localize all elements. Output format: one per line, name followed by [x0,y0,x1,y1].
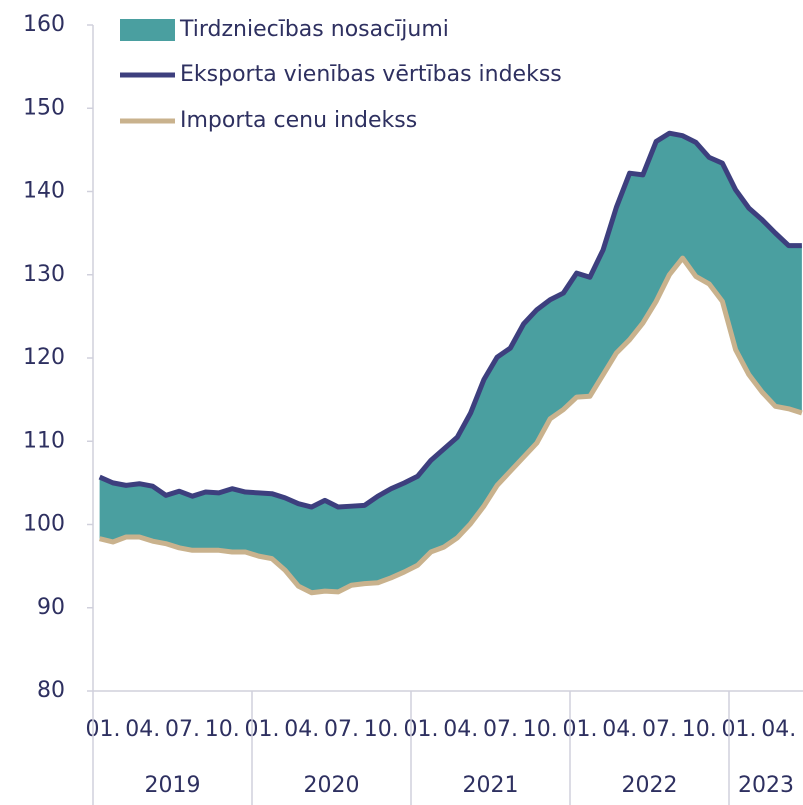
x-tick-label: 01. [563,717,598,742]
year-label: 2020 [304,773,360,798]
x-tick-label: 10. [205,717,240,742]
x-tick-label: 07. [642,717,677,742]
x-tick-label: 07. [324,717,359,742]
year-label: 2021 [463,773,519,798]
x-tick-label: 04. [602,717,637,742]
y-tick-label: 100 [23,512,65,537]
series-line [99,255,803,596]
x-tick-label: 01. [245,717,280,742]
x-tick-label: 10. [682,717,717,742]
x-tick-label: 04. [443,717,478,742]
y-tick-label: 130 [23,262,65,287]
area-fill [99,133,802,593]
year-label: 2019 [145,773,201,798]
x-tick-label: 01. [404,717,439,742]
x-tick-label: 04. [125,717,160,742]
y-tick-label: 120 [23,345,65,370]
legend-label: Tirdzniecības nosacījumi [179,17,449,42]
legend-swatch [120,19,175,41]
year-label: 2022 [622,773,678,798]
x-tick-label: 10. [523,717,558,742]
x-tick-label: 04. [761,717,796,742]
x-tick-label: 01. [722,717,757,742]
year-label: 2023 [738,773,794,798]
legend-label: Importa cenu indekss [180,108,417,133]
y-tick-label: 110 [23,428,65,453]
x-tick-label: 07. [165,717,200,742]
y-tick-label: 160 [23,12,65,37]
x-tick-label: 04. [284,717,319,742]
legend: Tirdzniecības nosacījumi Eksporta vienīb… [120,17,562,133]
x-tick-label: 10. [364,717,399,742]
x-tick-label: 01. [86,717,121,742]
y-tick-label: 150 [23,95,65,120]
legend-label: Eksporta vienības vērtības indekss [180,62,562,87]
series-line [98,130,802,510]
y-tick-label: 90 [37,595,65,620]
x-tick-label: 07. [483,717,518,742]
y-tick-label: 140 [23,179,65,204]
y-tick-label: 80 [37,678,65,703]
